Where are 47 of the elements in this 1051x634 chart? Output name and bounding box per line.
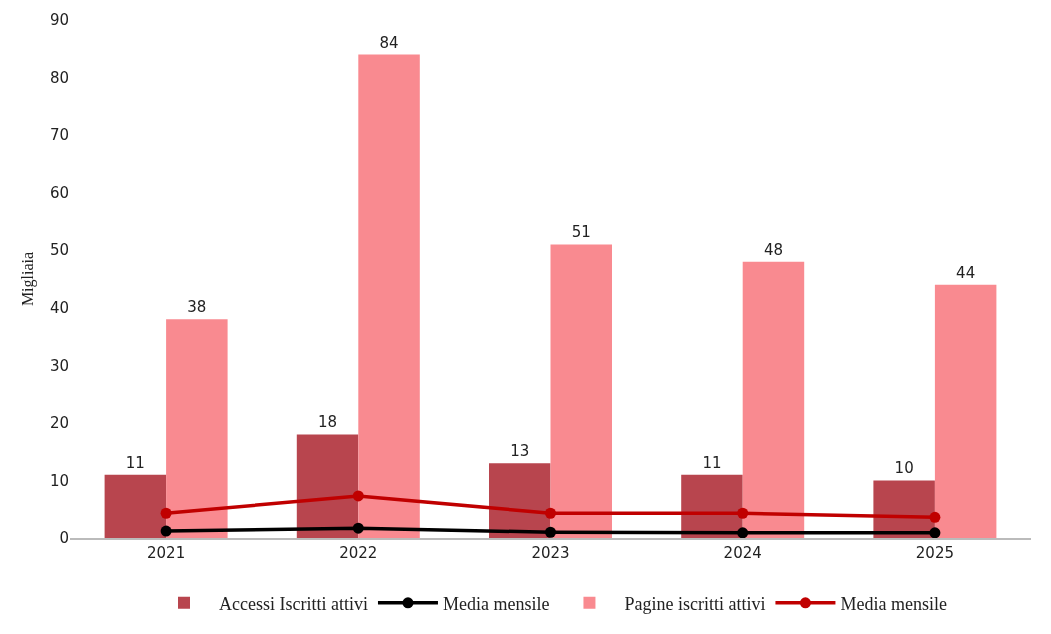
data-label: 48	[763, 240, 783, 259]
bar	[934, 284, 997, 538]
bar	[550, 244, 612, 538]
y-tick-label: 10	[49, 471, 69, 490]
bar	[104, 474, 167, 538]
data-label: 11	[125, 453, 145, 472]
x-tick-label: 2025	[915, 544, 954, 562]
point	[545, 526, 556, 538]
point	[352, 522, 364, 534]
y-tick-label: 90	[49, 11, 69, 30]
data-label: 51	[571, 223, 591, 242]
point	[737, 527, 749, 539]
y-tick-label: 20	[49, 414, 69, 433]
data-label: 11	[702, 453, 722, 472]
y-tick-label: 60	[49, 183, 69, 202]
data-label: 44	[956, 263, 976, 282]
x-tick-label: 2023	[531, 544, 570, 562]
data-label: 84	[379, 33, 399, 52]
data-label: 18	[318, 413, 338, 432]
point	[160, 507, 172, 519]
bar	[296, 434, 359, 538]
x-tick-label: 2024	[723, 544, 762, 562]
data-label: 38	[187, 298, 207, 317]
x-tick-label: 2021	[147, 544, 186, 562]
y-tick-label: 40	[49, 299, 69, 318]
data-label: 13	[510, 442, 530, 461]
y-tick-label: 80	[49, 68, 69, 87]
legend-label: Media mensile	[840, 593, 947, 614]
data-label: 10	[894, 459, 914, 478]
point	[737, 507, 749, 519]
bar	[358, 54, 420, 538]
point	[352, 490, 364, 502]
x-tick-label: 2022	[339, 544, 378, 562]
y-tick-label: 0	[59, 529, 69, 548]
legend-label: Media mensile	[442, 593, 550, 614]
bar	[742, 261, 805, 538]
bar	[166, 319, 228, 538]
point	[929, 511, 941, 523]
y-tick-label: 30	[49, 356, 69, 375]
point	[929, 527, 941, 539]
legend-label: Pagine iscritti attivi	[624, 593, 766, 614]
point	[160, 525, 172, 537]
y-tick-label: 50	[49, 241, 69, 260]
y-tick-label: 70	[49, 126, 69, 145]
point	[545, 507, 556, 519]
y-axis-title: Migliaia	[18, 251, 37, 307]
legend-label: Accessi Iscritti attivi	[219, 593, 368, 614]
